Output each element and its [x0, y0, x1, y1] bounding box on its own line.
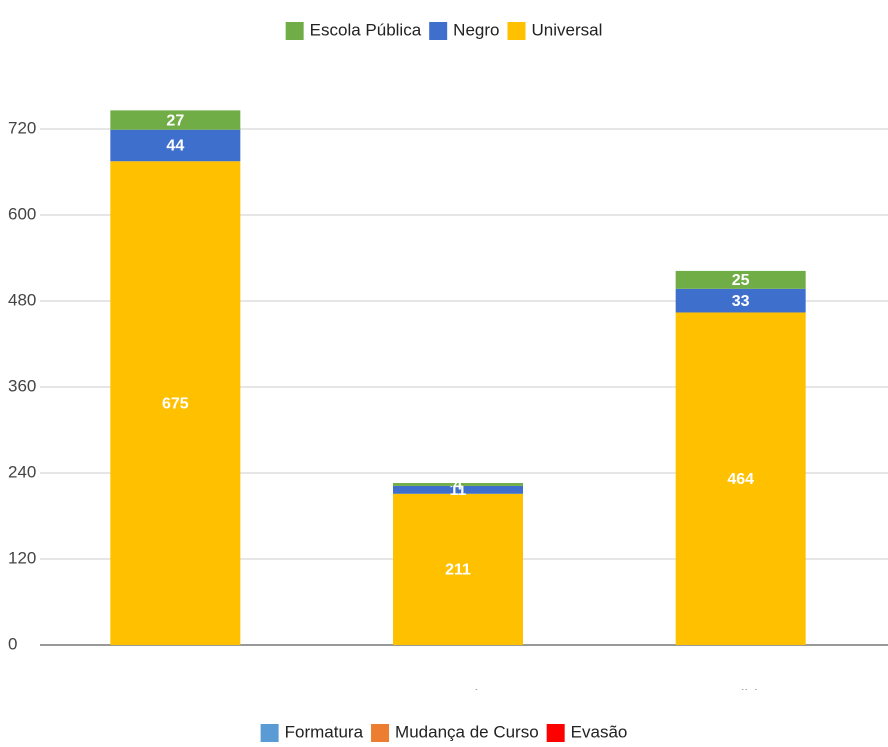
value-label: 4: [454, 477, 463, 494]
bar-segment: [675, 270, 806, 289]
bar-segment: [110, 110, 241, 130]
bar-segment: [110, 161, 241, 645]
legend-swatch: [371, 724, 390, 742]
legend-bottom: Formatura Mudança de Curso Evasão: [260, 722, 628, 742]
legend-label: Mudança de Curso: [395, 722, 539, 741]
y-tick-label: 360: [8, 376, 36, 395]
legend-label: Negro: [453, 20, 499, 39]
value-label: 25: [732, 272, 750, 289]
y-tick-label: 480: [8, 290, 36, 309]
value-label: 27: [166, 112, 184, 129]
value-label: 675: [162, 395, 189, 412]
legend-swatch: [429, 22, 448, 40]
legend-swatch: [260, 724, 279, 742]
bar-segment: [675, 288, 806, 313]
value-label: 11: [450, 482, 467, 499]
value-label: 33: [732, 293, 750, 310]
legend-label: Universal: [531, 20, 602, 39]
category-axis: Egressos Formados Evadidos: [140, 686, 776, 705]
legend-swatch: [507, 22, 526, 40]
bar-segment: [393, 483, 523, 486]
bar-segment: [393, 485, 523, 494]
legend: Escola Pública Negro Universal: [285, 20, 602, 40]
legend-label: Evasão: [571, 722, 628, 741]
value-label: 464: [727, 471, 754, 488]
legend-label: Formatura: [285, 722, 364, 741]
y-tick-label: 240: [8, 462, 36, 481]
x-tick-label: Evadidos: [706, 686, 776, 705]
bar-segment: [675, 312, 806, 645]
bar-segment: [393, 493, 523, 645]
bar-segment: [110, 129, 241, 162]
legend-label: Escola Pública: [310, 20, 422, 39]
legend-swatch: [546, 724, 565, 742]
y-tick-label: 0: [8, 634, 17, 653]
x-tick-label: Formados: [420, 686, 497, 705]
y-tick-label: 720: [8, 118, 36, 137]
value-label: 44: [166, 138, 184, 155]
y-tick-label: 600: [8, 204, 36, 223]
value-label: 211: [445, 562, 471, 579]
y-tick-label: 120: [8, 548, 36, 567]
legend-swatch: [285, 22, 304, 40]
x-tick-label: Egressos: [140, 686, 211, 705]
